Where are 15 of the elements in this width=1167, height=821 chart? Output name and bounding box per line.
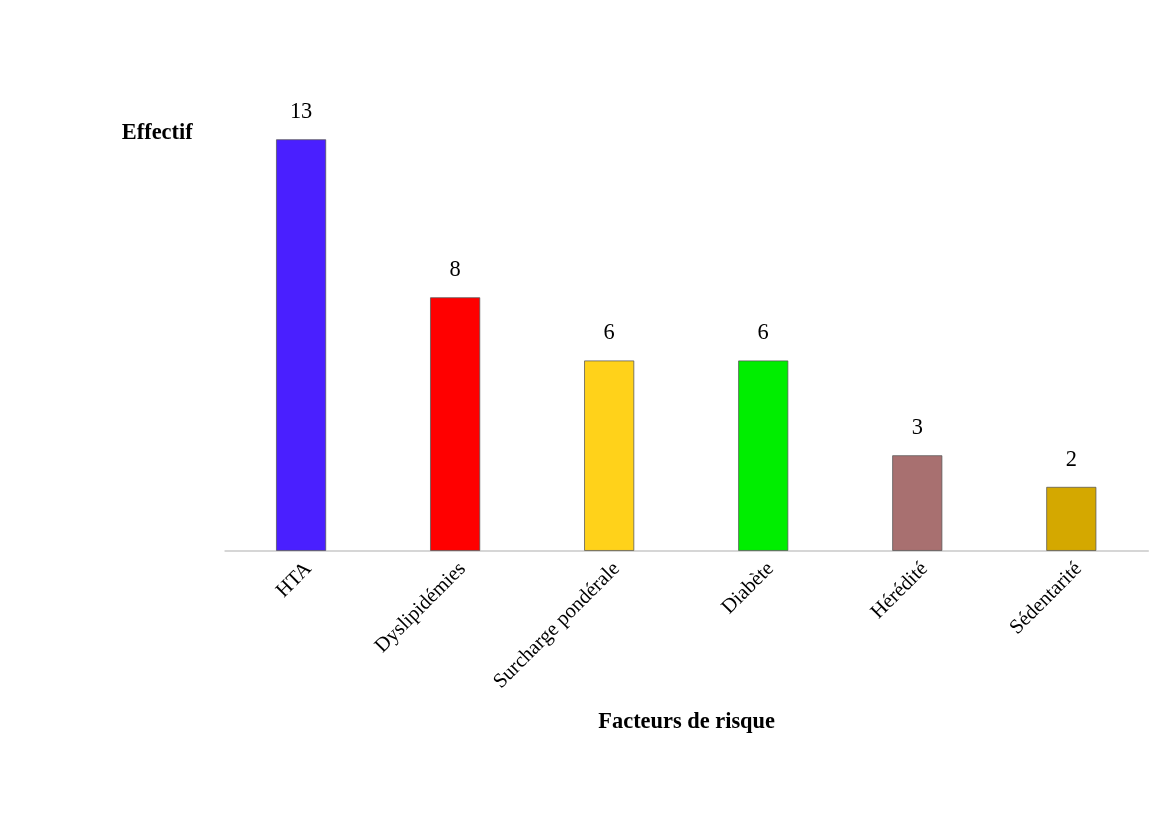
- bar: [430, 297, 481, 551]
- x-axis-title: Facteurs de risque: [598, 708, 776, 734]
- data-label: 3: [911, 414, 923, 440]
- bar: [1046, 486, 1097, 551]
- bar: [892, 455, 943, 551]
- data-label: 6: [603, 319, 615, 345]
- bar: [276, 139, 327, 551]
- data-label: 2: [1065, 445, 1077, 471]
- x-tick-label: HTA: [270, 556, 316, 602]
- data-label: 8: [449, 256, 461, 282]
- data-label: 6: [757, 319, 769, 345]
- y-axis-title: Effectif: [121, 119, 194, 145]
- bar: [738, 360, 789, 551]
- bar: [584, 360, 635, 551]
- data-label: 13: [289, 98, 313, 124]
